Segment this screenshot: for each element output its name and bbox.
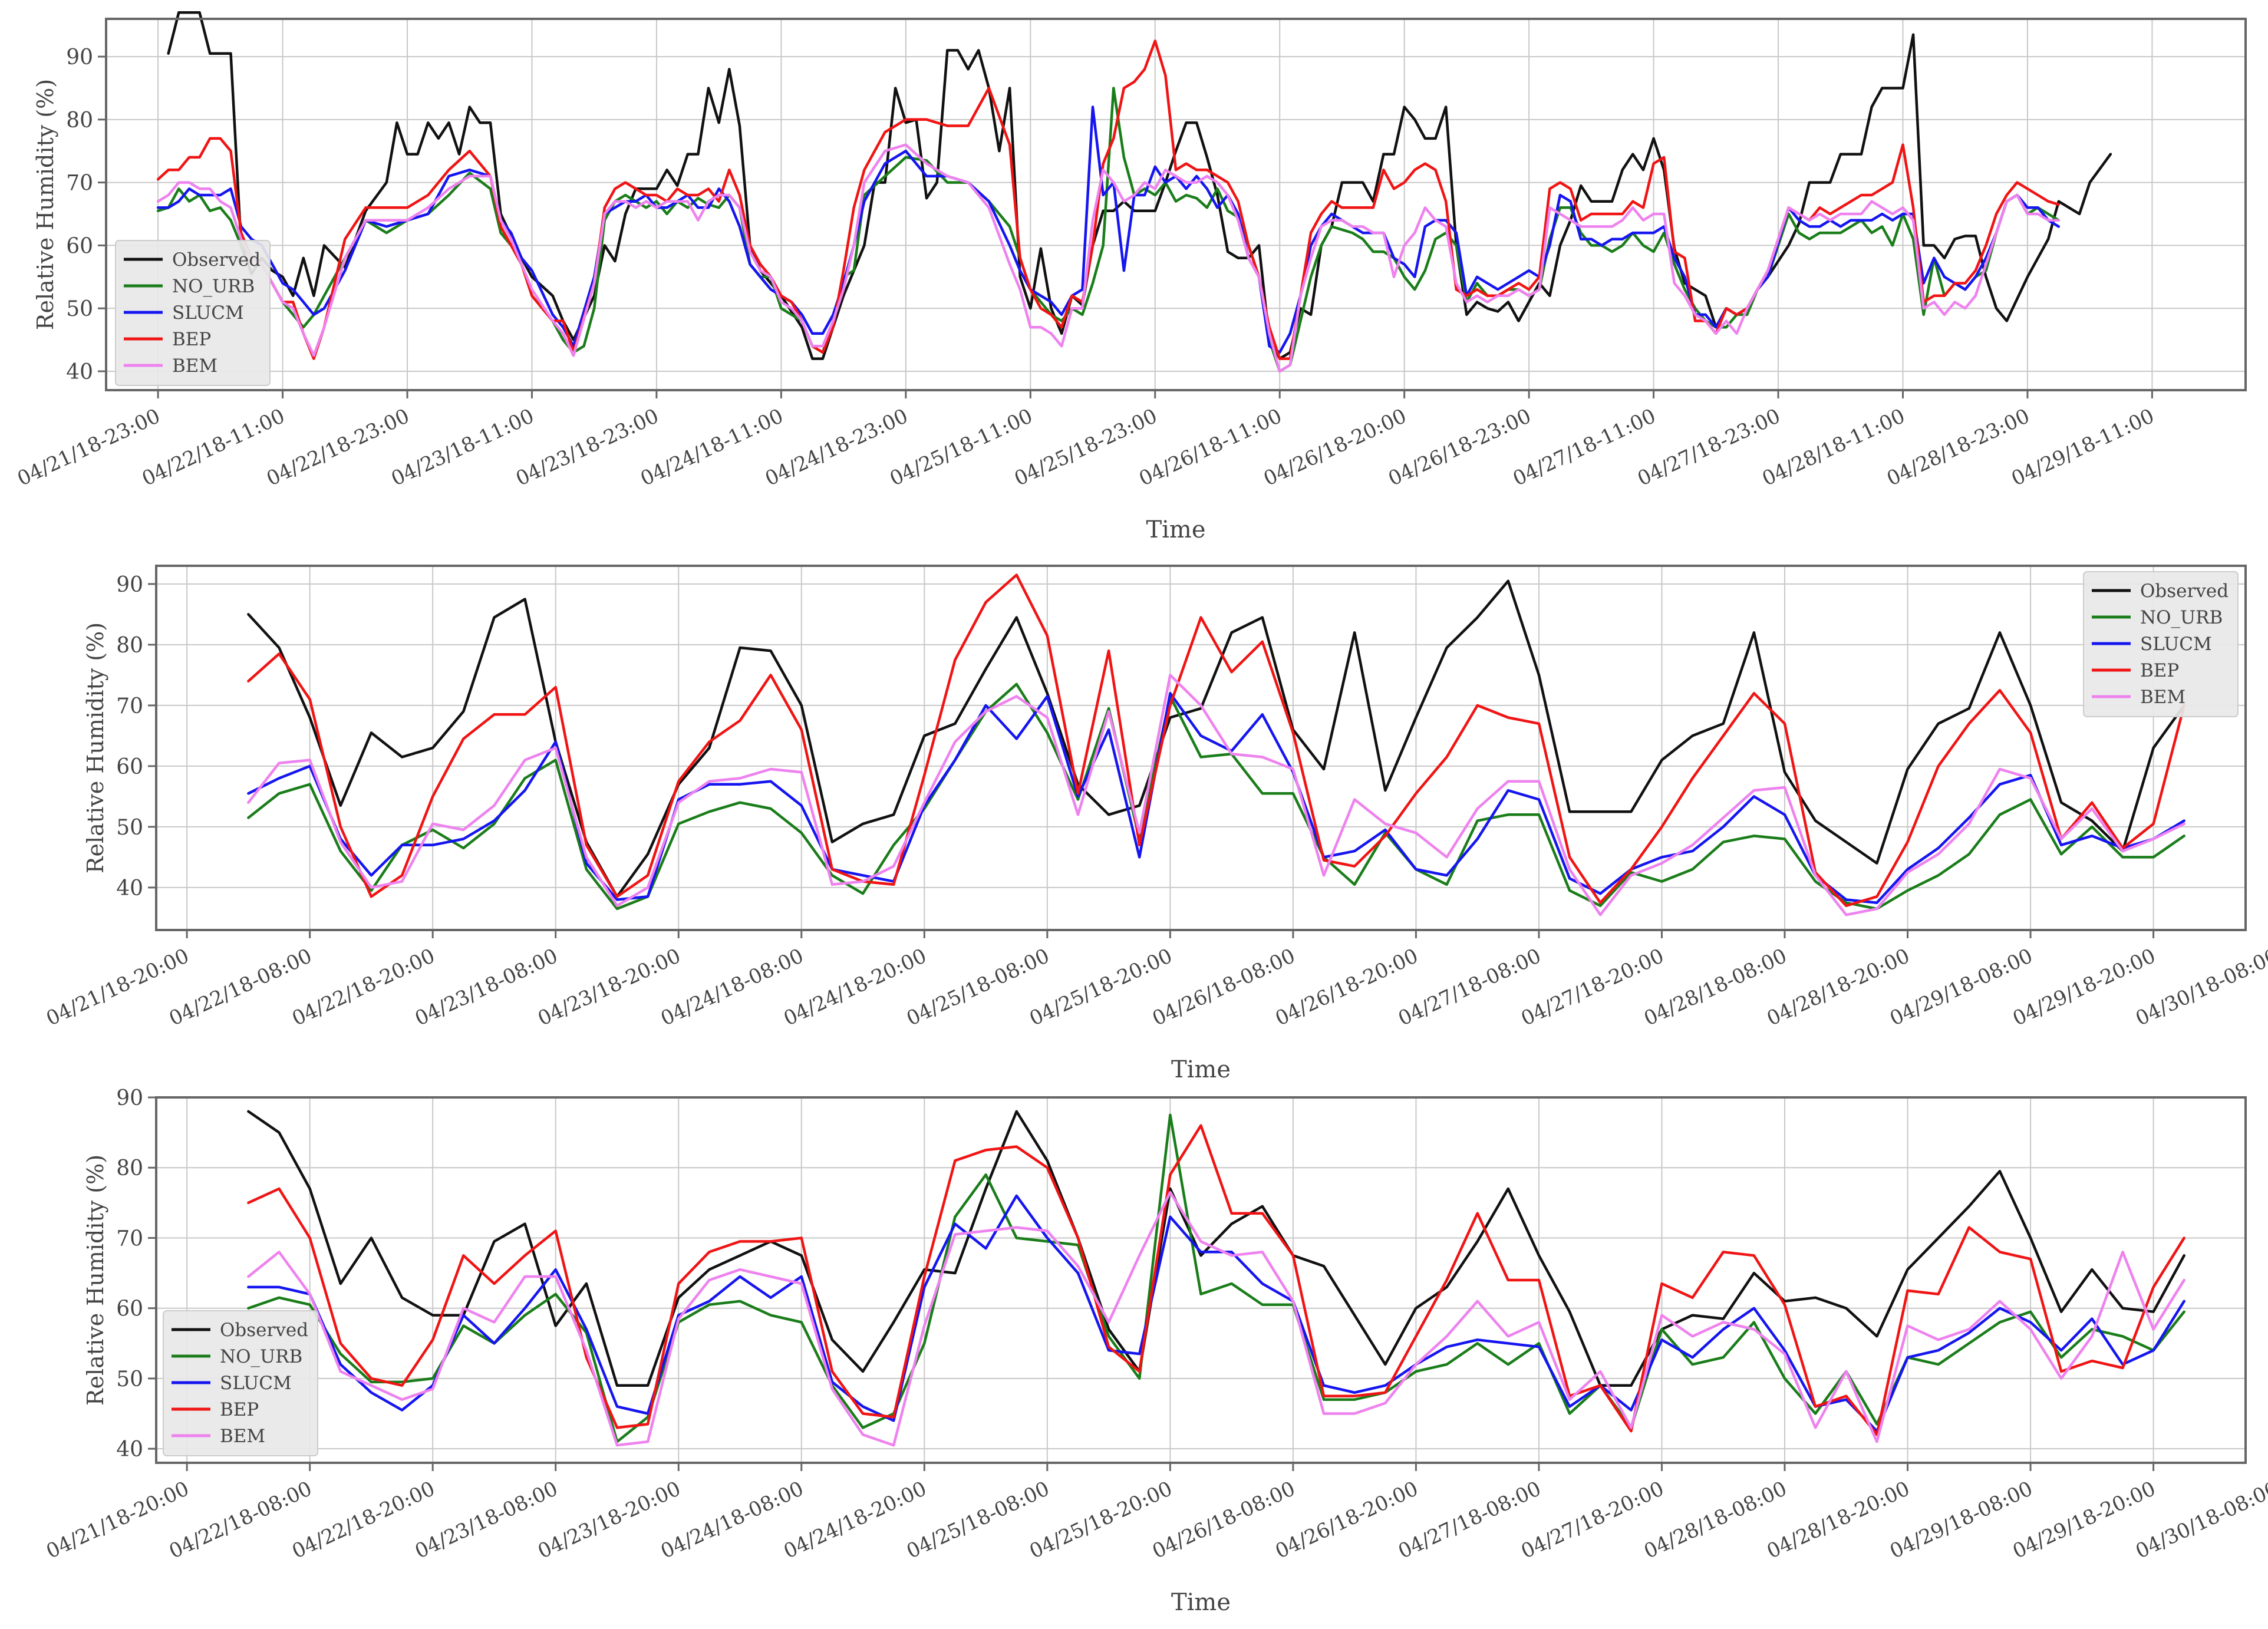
legend-label: BEM [220,1426,265,1447]
y-tick-label: 90 [66,45,93,70]
y-tick-label: 50 [116,816,143,840]
legend: Observed NO_URB SLUCM BEP BEM [115,240,271,386]
y-axis-label: Relative Humidity (%) [83,622,108,873]
series-line-bem [156,143,2061,373]
x-tick-label: 04/24/18-23:00 [762,404,912,491]
legend-label: BEP [172,329,211,350]
plot-frame [105,18,2247,391]
y-tick-label: 90 [116,1086,143,1110]
y-tick-label: 80 [116,1156,143,1180]
y-tick-label: 60 [116,1297,143,1321]
y-tick-label: 40 [116,1437,143,1462]
legend-label: SLUCM [172,302,244,324]
legend-box [163,1310,318,1456]
plot-area [156,1097,2246,1463]
legend: Observed NO_URB SLUCM BEP BEM [2083,571,2239,717]
plot-frame [155,1096,2247,1464]
x-tick-label: 04/26/18-20:00 [1260,404,1410,491]
legend: Observed NO_URB SLUCM BEP BEM [163,1310,318,1456]
y-tick-label: 70 [66,172,93,196]
series-line-observed [247,1110,2185,1387]
legend-label: Observed [2140,581,2229,602]
legend-label: Observed [172,249,261,271]
x-axis-label: Time [1171,1589,1231,1616]
y-tick-label: 60 [116,755,143,779]
x-axis-label: Time [1171,1056,1231,1083]
legend-label: NO_URB [2140,607,2223,628]
plot-area [106,19,2246,390]
y-tick-label: 50 [66,297,93,321]
y-tick-label: 40 [66,360,93,384]
y-axis-label: Relative Humidity (%) [83,1155,108,1406]
chart-panel-bottom: 40506070809004/21/18-20:0004/22/18-08:00… [42,1086,2268,1616]
chart-panel-middle: 40506070809004/21/18-20:0004/22/18-08:00… [42,565,2268,1083]
series-line-observed [247,579,2185,898]
x-tick-label: 04/24/18-11:00 [637,404,787,491]
legend-label: BEM [2140,687,2185,708]
legend-label: SLUCM [2140,634,2212,655]
y-tick-label: 90 [116,573,143,597]
series-line-bep [247,573,2185,908]
x-tick-label: 04/26/18-11:00 [1136,404,1286,491]
series-line-bem [247,1191,2185,1447]
legend-label: NO_URB [220,1346,302,1367]
x-tick-label: 04/25/18-11:00 [886,404,1037,491]
x-tick-label: 04/22/18-23:00 [263,404,413,491]
x-tick-label: 04/29/18-11:00 [2008,404,2158,491]
chart-panel-top: 40 50 60 70 80 90 04/21/18-23:0004/22/18-11:00… [14,11,2247,543]
series-line-no-urb [247,682,2185,911]
x-tick-label: 04/28/18-11:00 [1759,404,1909,491]
legend-label: BEM [172,355,217,377]
x-tick-label: 04/27/18-23:00 [1634,404,1784,491]
legend-label: BEP [2140,660,2179,681]
legend-box [115,240,271,386]
legend-label: SLUCM [220,1373,292,1394]
x-tick-label: 04/22/18-11:00 [139,404,289,491]
x-tick-label: 04/23/18-23:00 [512,404,662,491]
x-tick-label: 04/26/18-23:00 [1384,404,1535,491]
y-tick-label: 70 [116,1226,143,1251]
x-tick-label: 04/27/18-11:00 [1509,404,1660,491]
legend-label: NO_URB [172,276,255,297]
legend-label: BEP [220,1399,259,1420]
x-tick-label: 04/21/18-23:00 [14,404,164,491]
y-tick-label: 80 [116,634,143,658]
series-line-bep [247,1124,2185,1436]
plot-area [156,566,2246,930]
y-axis-label: Relative Humidity (%) [32,79,58,330]
legend-label: Observed [220,1320,308,1341]
x-tick-label: 04/23/18-11:00 [388,404,538,491]
y-tick-label: 50 [116,1367,143,1391]
plot-frame [155,565,2247,931]
x-axis-label: Time [1146,516,1205,543]
y-tick-label: 80 [66,108,93,133]
y-tick-label: 70 [116,694,143,718]
y-tick-label: 60 [66,234,93,258]
legend-box [2083,571,2239,717]
y-tick-label: 40 [116,876,143,901]
x-tick-label: 04/25/18-23:00 [1011,404,1161,491]
x-tick-label: 04/28/18-23:00 [1883,404,2033,491]
series-line-bem [247,674,2185,916]
